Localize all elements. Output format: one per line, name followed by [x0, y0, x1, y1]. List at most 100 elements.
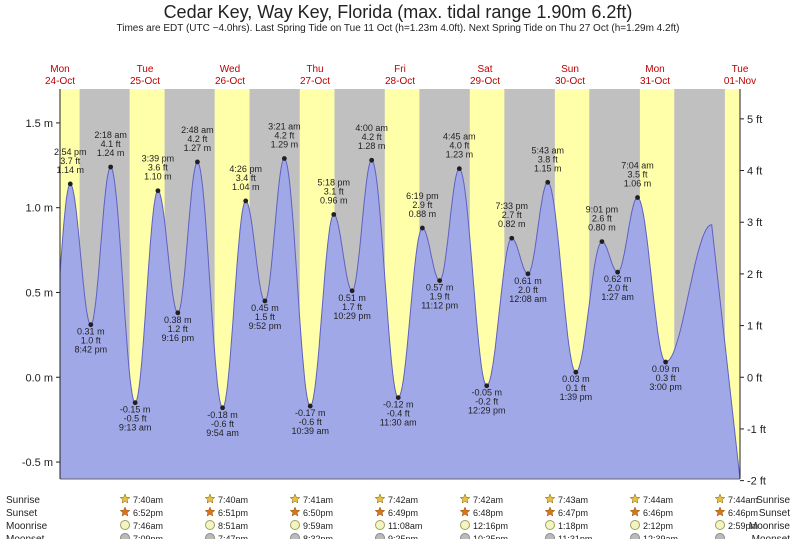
extreme-label: 12:29 pm	[468, 406, 506, 416]
moonset-time: 8:32pm	[303, 534, 333, 539]
moon-icon	[291, 534, 300, 539]
extreme-label: 1.24 m	[97, 148, 125, 158]
y-left-tick: -0.5 m	[22, 457, 53, 469]
sunrise-time: 7:41am	[303, 495, 333, 505]
extreme-label: 8:42 pm	[75, 345, 108, 355]
row-label-left: Sunset	[6, 508, 37, 519]
moonrise-time: 2:12pm	[643, 521, 673, 531]
extreme-label: 1.10 m	[144, 172, 172, 182]
extreme-label: 1.06 m	[624, 179, 652, 189]
extreme-marker	[545, 180, 550, 185]
sunset-time: 6:46pm	[643, 508, 673, 518]
moonrise-time: 11:08am	[388, 521, 422, 531]
day-header-dow: Tue	[732, 64, 749, 75]
chart-title: Cedar Key, Way Key, Florida (max. tidal …	[0, 0, 796, 23]
moonset-time: 7:47pm	[218, 534, 248, 539]
moon-icon	[376, 534, 385, 539]
star-icon	[120, 507, 130, 516]
moon-icon	[461, 521, 470, 530]
tide-chart: -0.5 m0.0 m0.5 m1.0 m1.5 m-2 ft-1 ft0 ft…	[0, 34, 796, 539]
star-icon	[205, 507, 215, 516]
day-header-date: 26-Oct	[215, 76, 245, 87]
y-left-tick: 0.0 m	[25, 372, 53, 384]
extreme-label: 0.88 m	[409, 209, 437, 219]
sunset-time: 6:46pm	[728, 508, 758, 518]
star-icon	[630, 507, 640, 516]
moonset-time: 10:25pm	[473, 534, 508, 539]
extreme-label: 9:54 am	[206, 428, 239, 438]
extreme-label: 1.28 m	[358, 141, 386, 151]
extreme-marker	[457, 166, 462, 171]
row-label-left: Moonset	[6, 534, 45, 539]
sunset-time: 6:47pm	[558, 508, 588, 518]
moon-icon	[291, 521, 300, 530]
extreme-label: 10:29 pm	[333, 311, 371, 321]
extreme-marker	[68, 182, 73, 187]
chart-subtitle: Times are EDT (UTC −4.0hrs). Last Spring…	[0, 23, 796, 34]
day-header-date: 30-Oct	[555, 76, 585, 87]
y-right-tick: 3 ft	[747, 217, 762, 229]
star-icon	[290, 507, 300, 516]
star-icon	[375, 494, 385, 503]
extreme-marker	[282, 156, 287, 161]
sunrise-time: 7:44am	[728, 495, 758, 505]
day-header-date: 29-Oct	[470, 76, 500, 87]
day-header-date: 25-Oct	[130, 76, 160, 87]
extreme-label: 1.23 m	[446, 150, 474, 160]
extreme-marker	[635, 195, 640, 200]
day-header-dow: Sat	[477, 64, 492, 75]
moonrise-time: 7:46am	[133, 521, 163, 531]
extreme-label: 9:16 pm	[162, 333, 195, 343]
row-label-left: Sunrise	[6, 495, 40, 506]
extreme-label: 3:00 pm	[649, 382, 682, 392]
extreme-label: 1.04 m	[232, 182, 260, 192]
day-header-date: 31-Oct	[640, 76, 670, 87]
star-icon	[205, 494, 215, 503]
moon-icon	[206, 534, 215, 539]
day-header-dow: Fri	[394, 64, 406, 75]
moon-icon	[631, 521, 640, 530]
extreme-label: 1.29 m	[271, 140, 299, 150]
extreme-label: 0.80 m	[588, 223, 616, 233]
moonset-time: 12:39am	[643, 534, 678, 539]
extreme-marker	[108, 165, 113, 170]
y-left-tick: 1.0 m	[25, 203, 53, 215]
day-header-dow: Mon	[645, 64, 664, 75]
moon-icon	[546, 521, 555, 530]
star-icon	[545, 507, 555, 516]
day-header-date: 01-Nov	[724, 76, 756, 87]
extreme-label: 11:30 am	[380, 418, 417, 428]
y-left-tick: 0.5 m	[25, 287, 53, 299]
moon-icon	[631, 534, 640, 539]
y-right-tick: -1 ft	[747, 424, 766, 436]
moonset-time: 11:31pm	[558, 534, 592, 539]
star-icon	[630, 494, 640, 503]
moon-icon	[461, 534, 470, 539]
row-label-left: Moonrise	[6, 521, 48, 532]
moonrise-time: 2:59pm	[728, 521, 758, 531]
extreme-label: 1.27 m	[184, 143, 212, 153]
extreme-label: 1.14 m	[57, 165, 85, 175]
day-header-dow: Thu	[306, 64, 323, 75]
extreme-label: 9:52 pm	[249, 321, 282, 331]
extreme-label: 0.82 m	[498, 219, 526, 229]
star-icon	[460, 494, 470, 503]
sunrise-time: 7:40am	[218, 495, 248, 505]
moon-icon	[716, 534, 725, 539]
star-icon	[545, 494, 555, 503]
moon-icon	[716, 521, 725, 530]
sunset-time: 6:49pm	[388, 508, 418, 518]
moon-icon	[121, 534, 130, 539]
moonrise-time: 8:51am	[218, 521, 248, 531]
star-icon	[120, 494, 130, 503]
star-icon	[290, 494, 300, 503]
sunrise-time: 7:44am	[643, 495, 673, 505]
extreme-label: 9:13 am	[119, 423, 152, 433]
star-icon	[715, 507, 725, 516]
extreme-marker	[331, 212, 336, 217]
moonrise-time: 9:59am	[303, 521, 333, 531]
sunrise-time: 7:42am	[388, 495, 418, 505]
moonrise-time: 12:16pm	[473, 521, 508, 531]
y-right-tick: -2 ft	[747, 476, 766, 488]
extreme-marker	[600, 239, 605, 244]
